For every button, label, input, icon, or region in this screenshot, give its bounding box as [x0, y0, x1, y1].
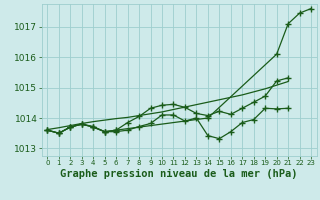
X-axis label: Graphe pression niveau de la mer (hPa): Graphe pression niveau de la mer (hPa)	[60, 169, 298, 179]
